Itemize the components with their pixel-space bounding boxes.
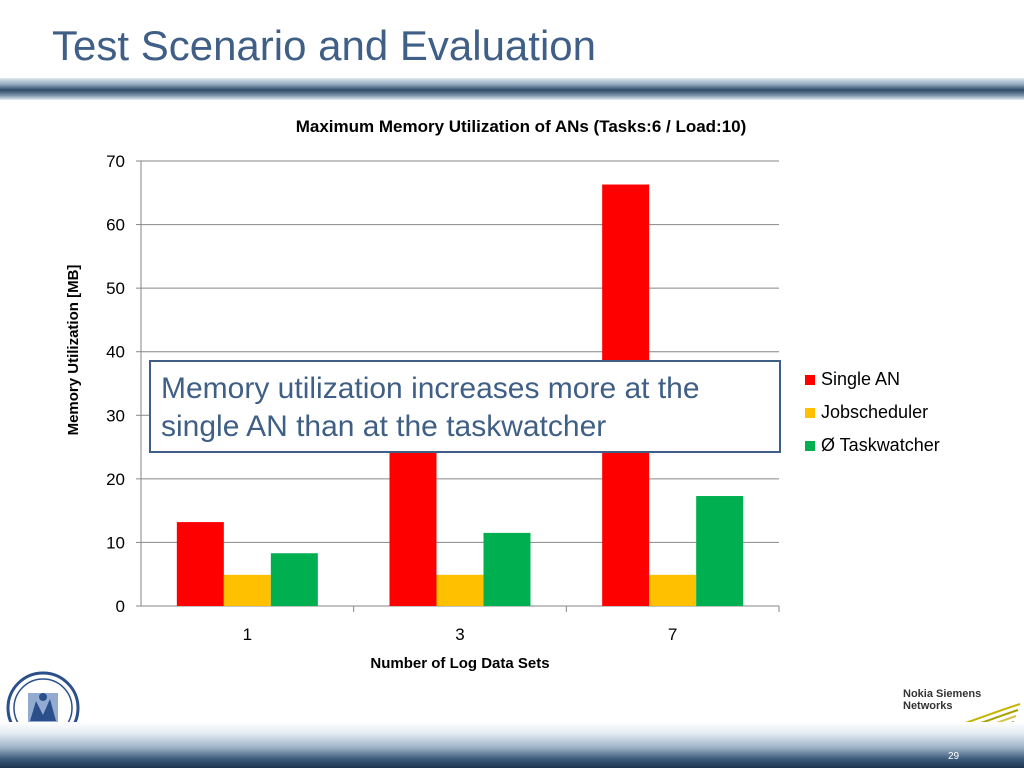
legend-swatch	[805, 441, 815, 451]
bar	[270, 553, 318, 606]
chart-title: Maximum Memory Utilization of ANs (Tasks…	[296, 117, 747, 136]
y-tick-label: 20	[106, 470, 125, 489]
title-divider-band	[0, 78, 1024, 100]
legend-label: Jobscheduler	[821, 402, 928, 422]
x-tick-label: 3	[455, 625, 464, 644]
bar	[223, 574, 271, 606]
brand-line-2: Networks	[903, 700, 953, 712]
x-tick-label: 7	[668, 625, 677, 644]
bar	[649, 574, 697, 606]
y-axis-label: Memory Utilization [MB]	[65, 265, 82, 436]
bar	[436, 574, 484, 606]
bar	[696, 496, 744, 606]
annotation-callout: Memory utilization increases more at the…	[149, 360, 781, 453]
x-axis-label: Number of Log Data Sets	[370, 655, 549, 672]
y-tick-label: 40	[106, 343, 125, 362]
page-title: Test Scenario and Evaluation	[52, 22, 597, 69]
legend-swatch	[805, 408, 815, 418]
bar	[389, 450, 437, 606]
y-tick-label: 50	[106, 279, 125, 298]
legend-label: Ø Taskwatcher	[821, 435, 940, 455]
bar	[483, 532, 531, 606]
legend-label: Single AN	[821, 369, 900, 389]
y-tick-label: 30	[106, 406, 125, 425]
page-number: 29	[948, 751, 960, 762]
y-tick-label: 60	[106, 216, 125, 235]
brand-logo-text: Nokia Siemens Networks	[903, 688, 981, 712]
footer-band	[0, 722, 1024, 768]
y-tick-label: 0	[116, 597, 125, 616]
x-tick-label: 1	[243, 625, 252, 644]
bar	[176, 522, 224, 606]
legend-swatch	[805, 375, 815, 385]
y-tick-label: 10	[106, 533, 125, 552]
y-tick-label: 70	[106, 152, 125, 171]
brand-line-1: Nokia Siemens	[903, 688, 982, 700]
